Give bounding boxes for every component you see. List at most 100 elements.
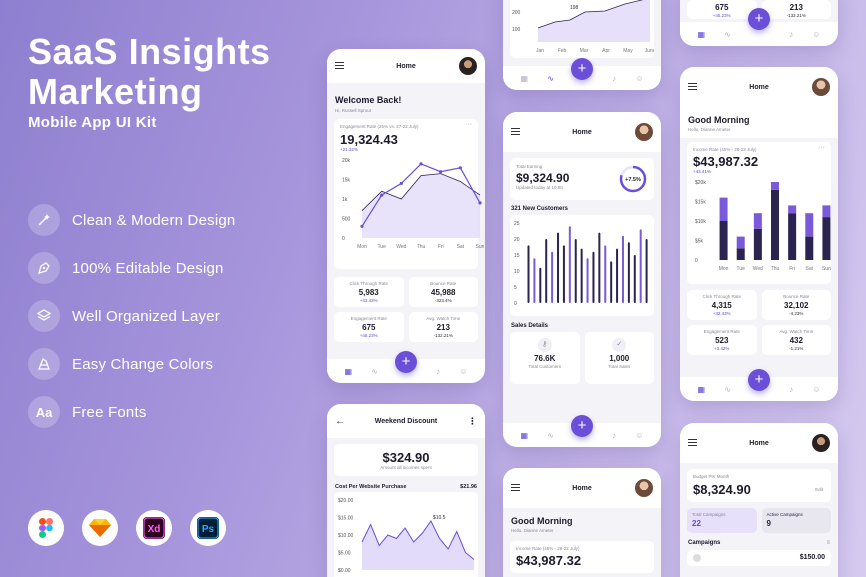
more-icon[interactable]: ··· <box>465 121 472 128</box>
bar-top <box>736 236 745 249</box>
add-button[interactable]: + <box>571 58 593 80</box>
user-icon[interactable]: ☺ <box>459 366 468 376</box>
x-tick-label: May <box>623 48 633 54</box>
bar-top <box>805 213 814 237</box>
feature-label: Clean & Modern Design <box>72 211 236 229</box>
filter-icon[interactable]: ≡ <box>826 540 830 546</box>
stat-change: -132.21% <box>786 13 806 18</box>
pen-tool-icon <box>28 252 60 284</box>
feature-label: Well Organized Layer <box>72 307 220 325</box>
grid-icon[interactable]: ▦ <box>697 29 706 39</box>
stat-value: 675 <box>362 323 376 332</box>
grid-icon[interactable]: ▦ <box>697 384 706 394</box>
more-icon[interactable]: ··· <box>818 144 825 151</box>
stat-change: +45.23% <box>359 333 378 338</box>
page-title: Home <box>572 484 592 492</box>
tool-badges: Xd Ps <box>28 510 244 546</box>
bell-icon[interactable]: ♪ <box>789 384 794 394</box>
stat-card: Engagement Rate 675 +45.23% <box>334 312 404 342</box>
income-value: $43,987.32 <box>516 553 582 568</box>
customers-card: 25 20 15 10 5 0 <box>510 215 654 316</box>
x-tick-label: Sun <box>476 244 484 250</box>
y-tick-label: 200 <box>512 10 521 16</box>
bell-icon[interactable]: ♪ <box>612 73 617 83</box>
activity-icon[interactable]: ∿ <box>724 384 731 394</box>
series-area <box>362 173 480 238</box>
bar-top <box>753 213 762 229</box>
avatar[interactable] <box>812 434 830 452</box>
stat-change: +3.42% <box>714 346 730 351</box>
stat-card: Bounce Rate 45,988 -323.4% <box>408 277 478 307</box>
add-button[interactable]: + <box>395 351 417 373</box>
sales-title: Sales Details <box>511 323 549 329</box>
avatar[interactable] <box>635 479 653 497</box>
y-tick-label: $15k <box>695 200 706 206</box>
income-label: Income Rate (45% - 28-22 July) <box>693 147 757 152</box>
engagement-line-chart: 20k 15k 1k 500 0 Mon Tue Wed Thu Fri Sat Sun <box>342 158 485 250</box>
back-arrow-icon[interactable]: ← <box>335 415 345 427</box>
stat-change: -1.21% <box>789 346 804 351</box>
data-point <box>458 166 462 170</box>
menu-icon[interactable] <box>688 83 697 90</box>
avatar[interactable] <box>459 57 477 75</box>
bar <box>557 232 560 303</box>
bar <box>533 258 536 303</box>
bell-icon[interactable]: ♪ <box>612 430 617 440</box>
key-icon: ⚷ <box>537 338 552 352</box>
grid-icon[interactable]: ▦ <box>520 73 529 83</box>
user-name: Hi, Russell Sprout <box>335 108 372 113</box>
header-bar: Home <box>327 49 485 83</box>
kebab-menu-icon[interactable]: ⋮ <box>468 415 477 426</box>
user-icon[interactable]: ☺ <box>812 384 821 394</box>
add-button[interactable]: + <box>748 8 770 30</box>
check-icon: ✓ <box>612 338 627 352</box>
user-icon[interactable]: ☺ <box>635 73 644 83</box>
x-tick-label: June <box>645 48 654 54</box>
bar <box>586 258 589 303</box>
campaign-row[interactable]: $150.00 <box>687 550 831 566</box>
y-tick-label: 500 <box>342 217 351 223</box>
y-tick-label: 20 <box>514 237 520 243</box>
y-tick-label: 15k <box>342 178 351 184</box>
page-title: Weekend Discount <box>374 417 438 425</box>
y-tick-label: 15 <box>514 253 520 259</box>
y-tick-label: $10.00 <box>338 533 354 539</box>
engagement-card: Engagement Rate (25% vs. 27-22 July) ···… <box>334 119 485 269</box>
x-tick-label: Fri <box>789 266 795 272</box>
activity-icon[interactable]: ∿ <box>724 29 731 39</box>
avatar[interactable] <box>812 78 830 96</box>
income-label: Income Rate (45% - 28-22 July) <box>516 546 580 551</box>
stat-change: -132.21% <box>433 333 453 338</box>
discount-card: $324.90 Amount all incomes spent <box>334 444 478 476</box>
avatar[interactable] <box>635 123 653 141</box>
menu-icon[interactable] <box>335 62 344 69</box>
bar <box>633 255 636 303</box>
menu-icon[interactable] <box>688 439 697 446</box>
active-campaigns-label: Active Campaigns <box>766 512 803 517</box>
menu-icon[interactable] <box>511 128 520 135</box>
stat-label: Click Through Rate <box>702 294 741 299</box>
feature-item: Aa Free Fonts <box>28 396 235 428</box>
stat-card: 675 +45.23% <box>687 0 757 19</box>
add-button[interactable]: + <box>571 415 593 437</box>
stat-card: Bounce Rate 32,102 -4.23% <box>761 290 831 320</box>
bell-icon[interactable]: ♪ <box>436 366 441 376</box>
grid-icon[interactable]: ▦ <box>344 366 353 376</box>
activity-icon[interactable]: ∿ <box>547 430 554 440</box>
activity-icon[interactable]: ∿ <box>547 73 554 83</box>
user-icon[interactable]: ☺ <box>812 29 821 39</box>
add-button[interactable]: + <box>748 369 770 391</box>
grid-icon[interactable]: ▦ <box>520 430 529 440</box>
user-icon[interactable]: ☺ <box>635 430 644 440</box>
earning-card: Total Earning $9,324.90 Updated today at… <box>510 158 654 200</box>
series-line-secondary <box>361 173 481 211</box>
menu-icon[interactable] <box>511 484 520 491</box>
stat-label: Avg. Watch Time <box>779 329 814 334</box>
header-bar: ← Weekend Discount ⋮ <box>327 404 485 438</box>
stat-value: 432 <box>789 336 803 345</box>
edit-link[interactable]: Edit <box>815 487 823 492</box>
bell-icon[interactable]: ♪ <box>789 29 794 39</box>
phone-budget: Home Budget Per Month $8,324.90 Edit Tot… <box>680 423 838 577</box>
bar <box>604 245 607 303</box>
activity-icon[interactable]: ∿ <box>371 366 378 376</box>
